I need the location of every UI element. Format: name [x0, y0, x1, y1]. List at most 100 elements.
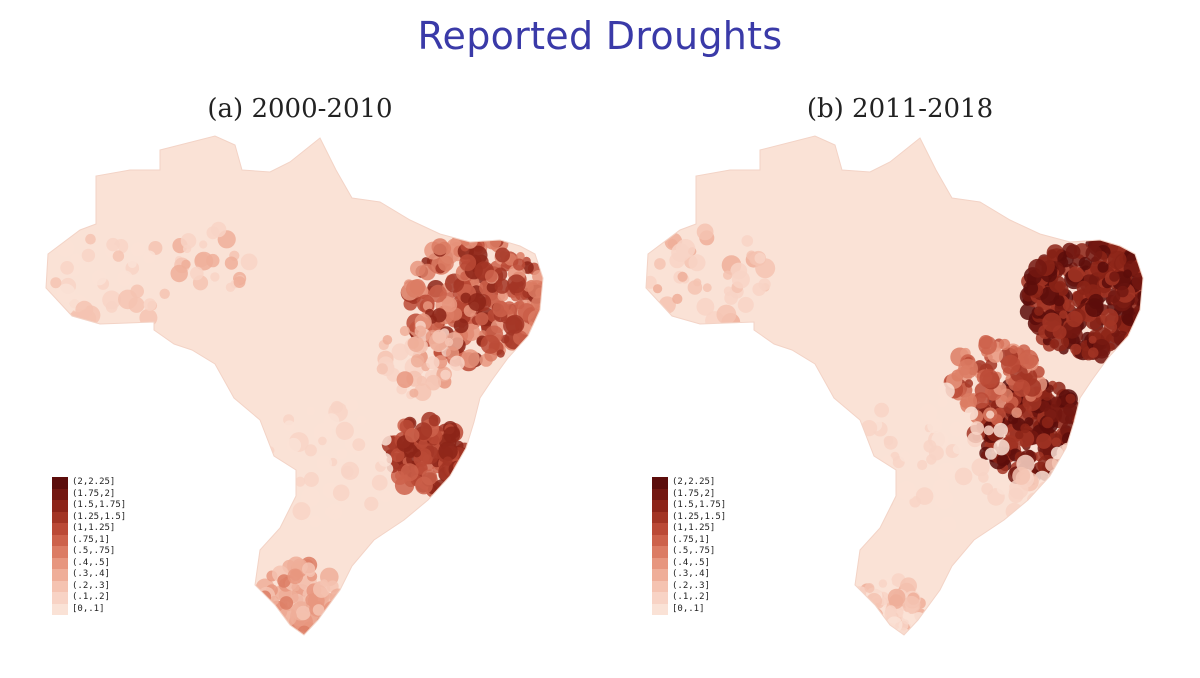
municipality-region	[1037, 481, 1053, 497]
municipality-region	[964, 406, 979, 421]
municipality-region	[277, 574, 291, 588]
legend: (2,2.25] (1.75,2] (1.5,1.75] (1.25,1.5] (1,1…	[652, 477, 726, 615]
municipality-region	[1086, 477, 1105, 496]
municipality-region	[459, 254, 477, 272]
municipality-region	[395, 471, 405, 481]
municipality-region	[1065, 393, 1076, 404]
municipality-region	[1103, 460, 1121, 478]
municipality-region	[443, 456, 453, 466]
legend-swatch	[52, 488, 68, 500]
municipality-region	[878, 628, 889, 635]
municipality-region	[320, 615, 339, 634]
municipality-region	[444, 337, 454, 347]
municipality-region	[1088, 531, 1100, 543]
municipality-region	[1065, 244, 1081, 260]
legend-label: [0,.1]	[672, 603, 705, 614]
municipality-region	[937, 382, 955, 400]
municipality-region	[1076, 481, 1096, 501]
legend-label: (.2,.3]	[672, 580, 710, 591]
municipality-region	[1027, 492, 1041, 507]
legend-label: (.5,.75]	[672, 546, 716, 556]
municipality-region	[724, 291, 738, 305]
legend-item: (.4,.5]	[52, 557, 126, 569]
municipality-region	[1034, 306, 1044, 316]
municipality-region	[210, 272, 220, 282]
municipality-region	[1076, 432, 1091, 446]
municipality-region	[1123, 330, 1143, 350]
municipality-region	[979, 368, 999, 389]
municipality-region	[1112, 510, 1128, 527]
municipality-region	[1117, 486, 1134, 503]
municipality-region	[885, 605, 897, 617]
municipality-region	[970, 421, 985, 435]
municipality-region	[326, 607, 344, 625]
municipality-region	[878, 579, 888, 588]
municipality-region	[170, 264, 188, 283]
municipality-region	[291, 583, 300, 592]
municipality-region	[1077, 489, 1097, 510]
legend-item: (1.5,1.75]	[652, 500, 726, 512]
municipality-region	[300, 487, 321, 508]
legend-label: (2,2.25]	[72, 477, 116, 487]
municipality-region	[449, 355, 465, 371]
legend-swatch	[52, 569, 68, 581]
municipality-region	[422, 454, 433, 465]
legend-item: (.2,.3]	[52, 580, 126, 592]
municipality-region	[887, 588, 906, 607]
municipality-region	[516, 252, 525, 261]
municipality-region	[1041, 416, 1054, 429]
municipality-region	[919, 403, 938, 422]
municipality-region	[971, 458, 990, 477]
municipality-region	[416, 375, 427, 386]
legend-swatch	[652, 477, 668, 489]
municipality-region	[1096, 514, 1109, 527]
municipality-region	[852, 602, 866, 615]
legend-item: (1,1.25]	[52, 523, 126, 535]
municipality-region	[1049, 339, 1060, 349]
municipality-region	[1075, 449, 1096, 470]
municipality-region	[693, 278, 702, 287]
country-outline	[45, 135, 544, 636]
municipality-region	[505, 314, 525, 334]
municipality-region	[376, 363, 388, 375]
legend-item: (.3,.4]	[652, 569, 726, 581]
legend-item: [0,.1]	[52, 603, 126, 615]
legend-item: (.75,1]	[652, 534, 726, 546]
municipality-region	[513, 258, 526, 271]
municipality-region	[81, 248, 96, 263]
municipality-region	[1058, 468, 1076, 486]
municipality-region	[716, 304, 737, 325]
municipality-region	[896, 480, 917, 501]
municipality-region	[899, 451, 911, 462]
municipality-region	[206, 253, 220, 268]
municipality-region	[225, 282, 236, 292]
municipality-region	[866, 593, 883, 609]
legend-label: (1.75,2]	[672, 488, 716, 499]
municipality-region	[993, 439, 1010, 456]
municipality-region	[741, 235, 754, 247]
municipality-region	[422, 301, 433, 311]
municipality-region	[1024, 513, 1039, 527]
municipality-region	[224, 256, 238, 270]
legend-label: (.1,.2]	[72, 592, 110, 602]
municipality-region	[240, 253, 258, 271]
municipality-region	[949, 421, 965, 437]
municipality-region	[856, 619, 869, 632]
municipality-region	[1092, 456, 1110, 475]
municipality-region	[1075, 490, 1088, 502]
municipality-region	[429, 284, 447, 303]
municipality-region	[855, 622, 868, 635]
legend-label: (1.5,1.75]	[72, 500, 127, 510]
municipality-region	[306, 406, 316, 416]
municipality-region	[404, 427, 420, 443]
municipality-region	[440, 369, 451, 380]
legend-item: (.4,.5]	[652, 557, 726, 569]
municipality-region	[991, 414, 1003, 426]
municipality-region	[864, 583, 875, 593]
municipality-region	[702, 283, 712, 293]
municipality-region	[258, 590, 272, 603]
municipality-region	[1144, 296, 1153, 305]
municipality-region	[180, 233, 197, 249]
municipality-region	[973, 392, 990, 409]
municipality-region	[233, 276, 246, 288]
